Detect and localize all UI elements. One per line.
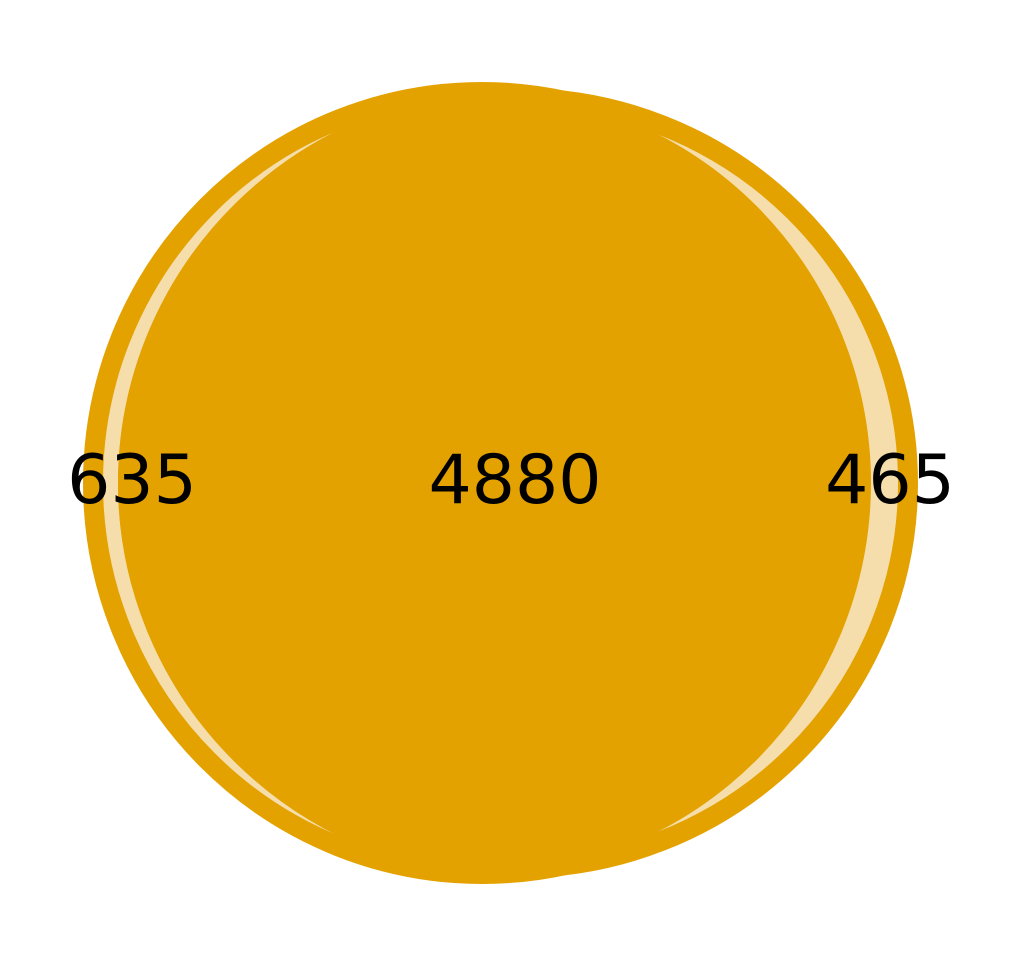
right-only-count: 465 [825,441,955,520]
overlap-region [118,92,871,874]
intersection-count: 4880 [428,441,601,520]
left-only-count: 635 [67,441,197,520]
